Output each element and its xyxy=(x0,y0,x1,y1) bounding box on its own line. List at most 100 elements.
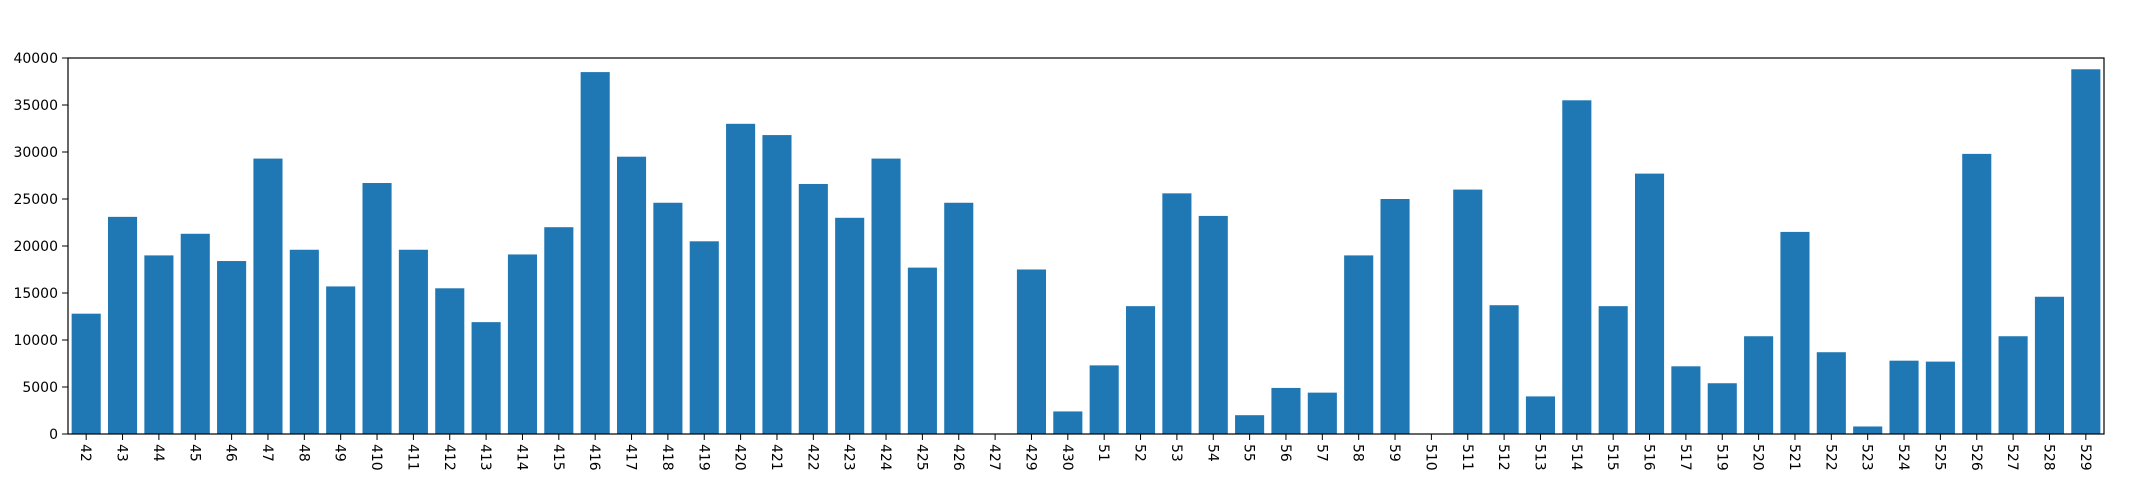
bar-418 xyxy=(653,202,683,434)
x-tick-label: 51 xyxy=(1095,444,1111,462)
x-tick-label: 514 xyxy=(1568,444,1584,471)
bar-421 xyxy=(762,135,792,434)
x-tick-label: 425 xyxy=(913,444,929,471)
x-tick-label: 47 xyxy=(259,444,275,462)
bar-413 xyxy=(471,322,501,434)
x-tick-label: 46 xyxy=(223,444,239,462)
x-tick-label: 525 xyxy=(1931,444,1947,471)
y-tick-label: 5000 xyxy=(22,380,58,396)
bar-512 xyxy=(1489,305,1519,434)
bar-423 xyxy=(835,217,865,434)
y-tick-label: 35000 xyxy=(13,98,58,114)
bar-58 xyxy=(1344,255,1374,434)
bar-57 xyxy=(1307,392,1337,434)
x-tick-label: 516 xyxy=(1641,444,1657,471)
x-tick-label: 49 xyxy=(332,444,348,462)
bar-525 xyxy=(1925,361,1955,434)
x-tick-label: 527 xyxy=(2004,444,2020,471)
bar-414 xyxy=(507,254,538,434)
x-tick-label: 45 xyxy=(186,444,202,462)
bar-420 xyxy=(726,123,756,435)
x-tick-label: 517 xyxy=(1677,444,1693,471)
bar-54 xyxy=(1198,215,1228,434)
x-tick-label: 56 xyxy=(1277,444,1293,462)
bar-519 xyxy=(1707,383,1737,434)
bar-42 xyxy=(71,313,101,434)
bar-53 xyxy=(1162,193,1192,434)
x-tick-label: 419 xyxy=(695,444,711,471)
x-tick-label: 513 xyxy=(1531,444,1547,471)
bar-46 xyxy=(217,261,247,434)
x-tick-label: 423 xyxy=(841,444,857,471)
bar-47 xyxy=(253,158,283,434)
bar-417 xyxy=(616,156,647,434)
x-tick-label: 522 xyxy=(1822,444,1838,471)
x-tick-label: 427 xyxy=(986,444,1002,471)
x-axis: 42 43 44 45 46 47 48 49 410 411 412 413 414 415 416 417… xyxy=(77,434,2093,471)
y-tick-label: 25000 xyxy=(13,192,58,208)
bar-44 xyxy=(144,255,174,434)
bar-419 xyxy=(689,241,719,434)
x-tick-label: 429 xyxy=(1022,444,1038,471)
x-tick-label: 416 xyxy=(586,444,602,471)
bar-528 xyxy=(2034,296,2065,434)
bar-411 xyxy=(398,249,428,434)
bar-523 xyxy=(1853,426,1883,434)
bar-527 xyxy=(1998,336,2028,434)
x-tick-label: 53 xyxy=(1168,444,1184,462)
bar-424 xyxy=(871,158,901,434)
x-tick-label: 510 xyxy=(1422,444,1438,471)
x-tick-label: 526 xyxy=(1968,444,1984,471)
x-tick-label: 411 xyxy=(404,444,420,471)
y-tick-label: 10000 xyxy=(13,333,58,349)
bar-429 xyxy=(1016,269,1047,434)
x-tick-label: 424 xyxy=(877,444,893,471)
bar-521 xyxy=(1780,231,1810,434)
bar-415 xyxy=(544,227,574,434)
x-tick-label: 55 xyxy=(1241,444,1257,462)
bars-layer xyxy=(71,69,2101,435)
x-tick-label: 44 xyxy=(150,444,166,462)
bar-529 xyxy=(2071,69,2101,434)
x-tick-label: 413 xyxy=(477,444,493,471)
bar-430 xyxy=(1053,411,1083,434)
x-tick-label: 515 xyxy=(1604,444,1620,471)
bar-55 xyxy=(1235,415,1265,434)
bar-51 xyxy=(1089,365,1119,434)
x-tick-label: 57 xyxy=(1313,444,1329,462)
bar-412 xyxy=(435,288,465,434)
x-tick-label: 412 xyxy=(441,444,457,471)
x-tick-label: 42 xyxy=(77,444,93,462)
x-tick-label: 417 xyxy=(623,444,639,471)
x-tick-label: 422 xyxy=(804,444,820,471)
x-tick-label: 512 xyxy=(1495,444,1511,471)
bar-422 xyxy=(798,183,828,434)
x-tick-label: 421 xyxy=(768,444,784,471)
x-tick-label: 52 xyxy=(1132,444,1148,462)
x-tick-label: 410 xyxy=(368,444,384,471)
bar-45 xyxy=(180,233,210,434)
x-tick-label: 420 xyxy=(732,444,748,471)
bar-517 xyxy=(1671,366,1701,434)
bar-425 xyxy=(907,267,937,434)
bar-48 xyxy=(289,249,319,434)
bar-416 xyxy=(580,72,610,434)
bar-513 xyxy=(1525,396,1556,434)
bar-515 xyxy=(1598,306,1628,434)
bar-526 xyxy=(1962,153,1992,434)
bar-43 xyxy=(107,216,138,434)
x-tick-label: 414 xyxy=(513,444,529,471)
bar-410 xyxy=(362,183,392,434)
bar-516 xyxy=(1634,173,1665,434)
y-tick-label: 0 xyxy=(49,427,58,443)
bar-426 xyxy=(944,202,974,434)
x-tick-label: 529 xyxy=(2077,444,2093,471)
x-tick-label: 58 xyxy=(1350,444,1366,462)
x-tick-label: 54 xyxy=(1204,444,1220,462)
x-tick-label: 519 xyxy=(1713,444,1729,471)
y-axis: 0 5000 10000 15000 20000 25000 30000 35000 40000 xyxy=(13,51,68,443)
x-tick-label: 59 xyxy=(1386,444,1402,462)
bar-56 xyxy=(1271,387,1301,434)
x-tick-label: 520 xyxy=(1750,444,1766,471)
y-tick-label: 30000 xyxy=(13,145,58,161)
